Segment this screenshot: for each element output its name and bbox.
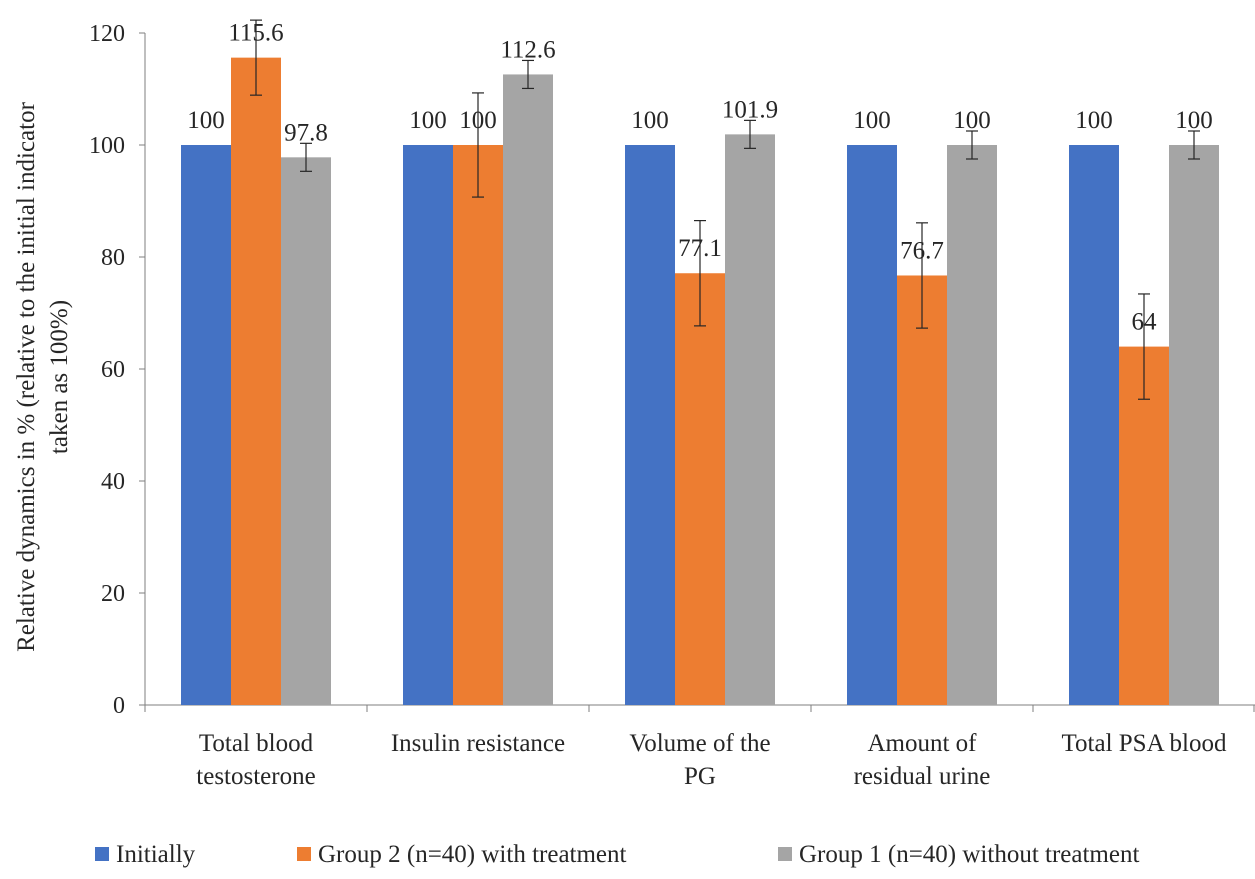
legend-label: Group 2 (n=40) with treatment <box>318 841 627 868</box>
category-label-line: Volume of the <box>629 730 770 757</box>
legend-label: Initially <box>116 841 196 868</box>
category-label-line: testosterone <box>196 763 315 790</box>
y-axis-title: Relative dynamics in % (relative to the … <box>13 101 73 652</box>
data-label: 100 <box>631 107 669 134</box>
y-tick-label: 100 <box>89 133 125 159</box>
bars <box>181 19 1219 706</box>
legend-swatch <box>297 847 311 861</box>
data-label: 100 <box>187 107 225 134</box>
data-label: 76.7 <box>900 237 944 264</box>
bar <box>675 273 725 705</box>
y-tick-label: 40 <box>101 469 125 495</box>
bar <box>897 275 947 705</box>
category-label: Volume of the PG <box>629 730 770 790</box>
category-label-line: Amount of <box>867 730 977 757</box>
bar <box>503 74 553 705</box>
y-tick-label: 80 <box>101 245 125 271</box>
data-label: 100 <box>459 107 497 134</box>
legend: Initially Group 2 (n=40) with treatment Gr… <box>95 841 1139 868</box>
category-label-line: PG <box>684 763 716 790</box>
bar <box>403 145 453 705</box>
data-label: 112.6 <box>500 36 555 63</box>
y-axis-title-line: taken as 100%) <box>46 300 73 454</box>
data-label: 101.9 <box>722 96 778 123</box>
data-label: 77.1 <box>678 235 722 262</box>
data-label: 100 <box>853 107 891 134</box>
axes: 0 20 40 60 80 100 120 Total blood testosterone In… <box>13 21 1255 790</box>
bar <box>725 134 775 706</box>
bar <box>453 145 503 705</box>
y-tick-label: 0 <box>113 693 125 719</box>
data-label: 100 <box>1175 107 1213 134</box>
legend-swatch <box>95 847 109 861</box>
bar <box>1069 145 1119 705</box>
category-label-line: Total blood <box>199 730 314 757</box>
category-label: Total blood testosterone <box>196 730 315 790</box>
y-tick-label: 120 <box>89 21 125 47</box>
y-tick-label: 20 <box>101 581 125 607</box>
bar <box>625 145 675 705</box>
bar <box>947 145 997 705</box>
data-label: 64 <box>1132 309 1158 336</box>
data-label: 100 <box>1075 107 1113 134</box>
y-tick-label: 60 <box>101 357 125 383</box>
legend-label: Group 1 (n=40) without treatment <box>799 841 1139 868</box>
category-label-line: residual urine <box>854 763 991 790</box>
bar <box>1169 145 1219 705</box>
bar <box>231 57 281 705</box>
bar <box>847 145 897 705</box>
data-label: 97.8 <box>284 119 328 146</box>
legend-swatch <box>778 847 792 861</box>
bar <box>181 145 231 705</box>
category-label: Insulin resistance <box>391 730 565 757</box>
category-label-line: Insulin resistance <box>391 730 565 757</box>
y-axis-title-line: Relative dynamics in % (relative to the … <box>13 101 40 652</box>
bar <box>281 157 331 705</box>
data-labels: 100 100 100 100 100 115.6 100 77.1 76.7 64 97.8 112… <box>187 20 1213 336</box>
category-label-line: Total PSA blood <box>1062 730 1227 757</box>
category-label: Amount of residual urine <box>854 730 991 790</box>
category-label: Total PSA blood <box>1062 730 1227 757</box>
bar <box>1119 346 1169 705</box>
data-label: 100 <box>409 107 447 134</box>
data-label: 100 <box>953 107 991 134</box>
data-label: 115.6 <box>228 20 283 47</box>
